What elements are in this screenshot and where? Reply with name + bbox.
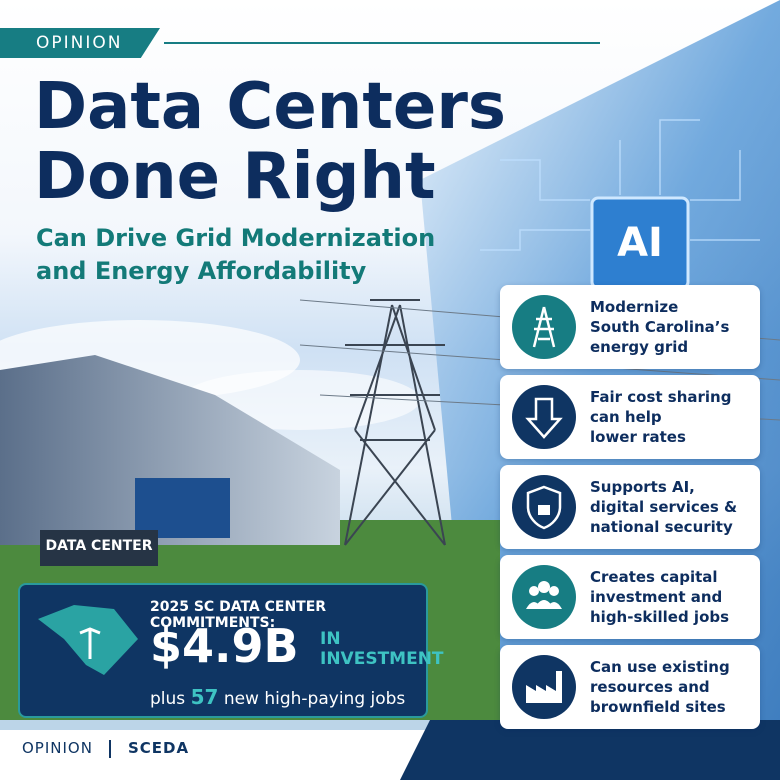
stats-amount-note: IN INVESTMENT	[320, 629, 444, 669]
icon-circle	[512, 295, 576, 359]
footer-right: SCEDA	[128, 739, 190, 757]
card-line: brownfield sites	[590, 698, 726, 716]
building	[0, 355, 340, 545]
icon-circle	[512, 655, 576, 719]
card: Creates capital investment and high-skille…	[500, 555, 760, 639]
card-line: energy grid	[590, 338, 689, 356]
card: Modernize South Carolina’s energy grid	[500, 285, 760, 369]
jobs-prefix: plus	[150, 689, 186, 709]
subtitle-line: Can Drive Grid Modernization	[36, 224, 436, 252]
jobs-suffix: new high-paying jobs	[223, 689, 406, 709]
note-line: INVESTMENT	[320, 649, 444, 669]
sign-panel	[40, 530, 158, 566]
card-line: national security	[590, 518, 733, 536]
rule	[164, 42, 600, 44]
card: Can use existing resources and brownfield …	[500, 645, 760, 729]
card-line: can help	[590, 408, 662, 426]
card-line: South Carolina’s	[590, 318, 730, 336]
chip-label: AI	[617, 220, 663, 266]
icon-circle	[512, 565, 576, 629]
tag: OPINION	[0, 28, 160, 58]
stats-heading: 2025 SC DATA CENTER COMMITMENTS:	[150, 599, 327, 631]
card: Supports AI, digital services & national s…	[500, 465, 760, 549]
stats-amount: $4.9B	[150, 619, 299, 673]
icon-circle	[512, 475, 576, 539]
state-map	[38, 605, 138, 675]
card-line: Can use existing	[590, 658, 730, 676]
card-line: digital services &	[590, 498, 738, 516]
card-line: Creates capital	[590, 568, 718, 586]
card-line: Supports AI,	[590, 478, 695, 496]
card-line: Fair cost sharing	[590, 388, 732, 406]
card-line: lower rates	[590, 428, 686, 446]
title-line: Done Right	[34, 140, 436, 214]
title: Data Centers Done Right	[34, 72, 506, 212]
note-line: IN	[320, 629, 341, 649]
subtitle-line: and Energy Affordability	[36, 257, 367, 285]
card-line: high-skilled jobs	[590, 608, 730, 626]
title-line: Data Centers	[34, 70, 506, 144]
card-line: investment and	[590, 588, 723, 606]
card-line: resources and	[590, 678, 710, 696]
stats-jobs: plus 57 new high-paying jobs	[150, 685, 405, 709]
footer-left: OPINION	[22, 739, 93, 757]
card-line: Modernize	[590, 298, 679, 316]
jobs-number: 57	[190, 685, 219, 709]
card: Fair cost sharing can help lower rates	[500, 375, 760, 459]
subtitle: Can Drive Grid Modernization and Energy A…	[36, 222, 435, 288]
circuit-lines	[480, 119, 760, 251]
icon-circle	[512, 385, 576, 449]
stats-box: 2025 SC DATA CENTER COMMITMENTS: $4.9B I…	[18, 583, 444, 718]
sign-label: DATA CENTER	[45, 538, 153, 554]
